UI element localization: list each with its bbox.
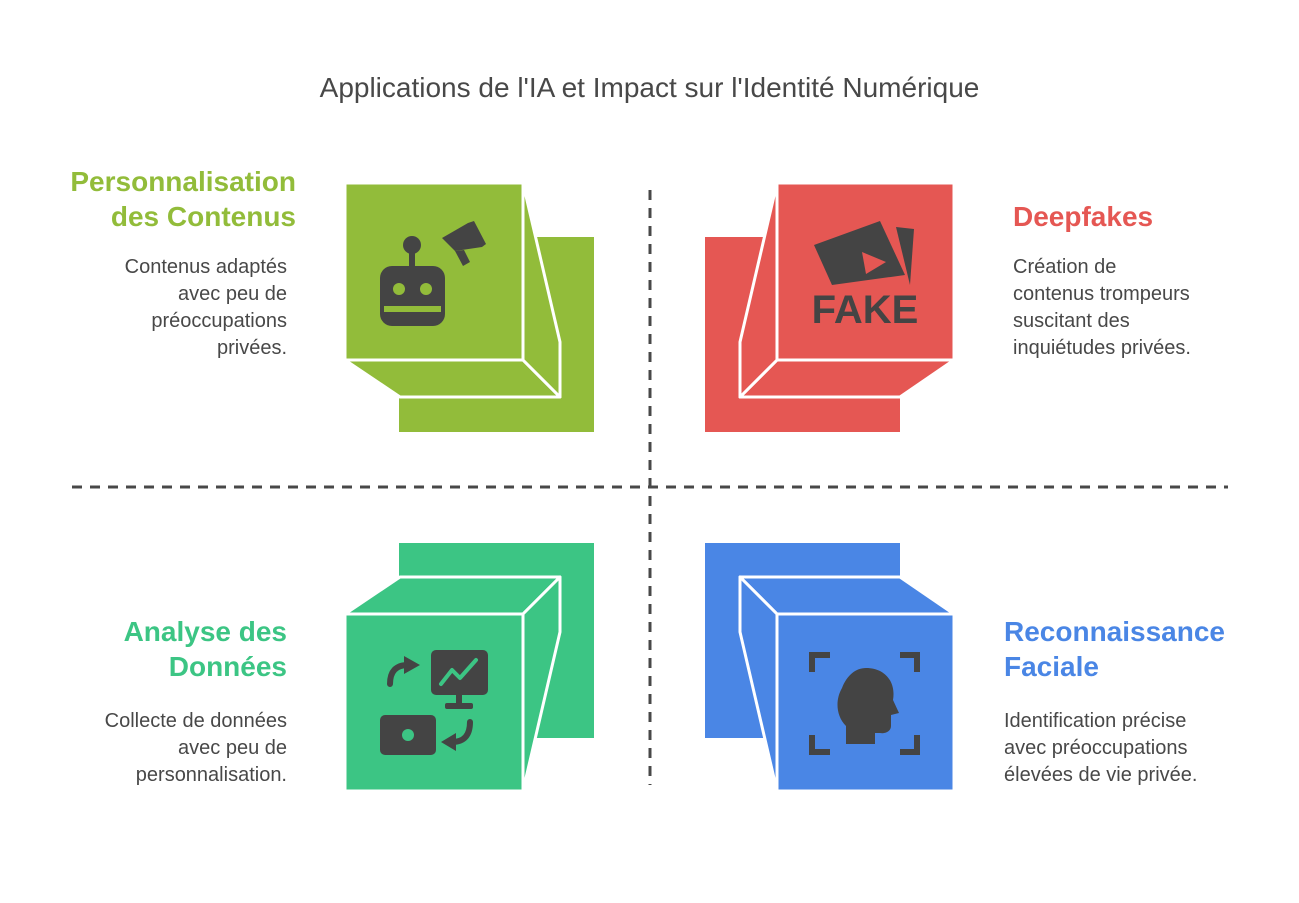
fake-label: FAKE	[812, 288, 919, 332]
robot-megaphone-icon	[380, 221, 486, 326]
quadrant-description-personnalisation: Contenus adaptés avec peu de préoccupati…	[124, 256, 287, 359]
face-scan-icon	[809, 652, 920, 755]
quadrant-description-deepfakes: Création de contenus trompeurs suscitant…	[1013, 256, 1191, 359]
deepfakes-block: FAKE	[705, 181, 956, 432]
fake-video-icon: FAKE	[812, 221, 919, 332]
reconnaissance-block	[705, 543, 956, 793]
quadrant-title-reconnaissance: Reconnaissance Faciale	[1004, 616, 1225, 682]
quadrant-title-personnalisation: Personnalisation des Contenus	[70, 166, 296, 232]
quadrant-title-analyse: Analyse des Données	[123, 616, 287, 682]
data-analytics-icon	[380, 650, 488, 755]
analyse-block	[343, 543, 594, 793]
quadrant-description-analyse: Collecte de données avec peu de personna…	[104, 710, 287, 786]
quadrant-title-deepfakes: Deepfakes	[1013, 201, 1154, 232]
personnalisation-block	[343, 181, 594, 432]
quadrant-description-reconnaissance: Identification précise avec préoccupatio…	[1004, 710, 1198, 786]
diagram-title: Applications de l'IA et Impact sur l'Ide…	[319, 72, 980, 103]
